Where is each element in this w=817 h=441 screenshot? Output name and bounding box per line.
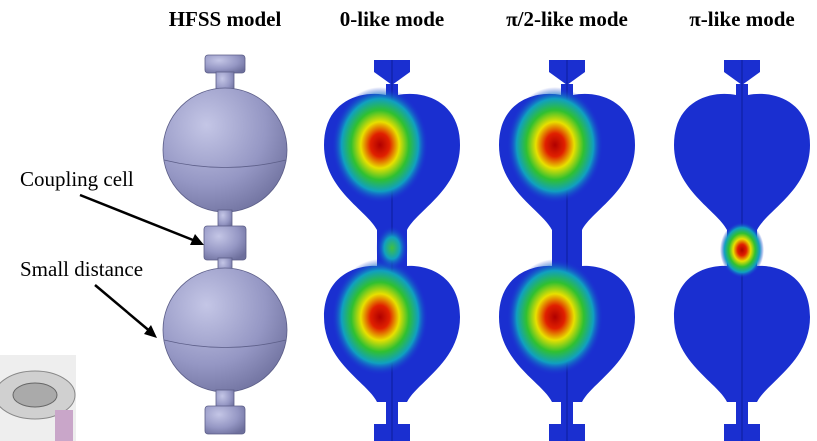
annotation: Coupling cell bbox=[20, 167, 134, 191]
flange-image bbox=[0, 355, 76, 441]
column-header: 0-like mode bbox=[340, 7, 444, 31]
figure: HFSS model 0-like mode π/2-like mode π-l… bbox=[0, 0, 817, 441]
column-header: π/2-like mode bbox=[506, 7, 628, 31]
arrow bbox=[80, 195, 198, 242]
mode-pi bbox=[674, 60, 810, 441]
column-header: π-like mode bbox=[689, 7, 794, 31]
hfss-model bbox=[163, 55, 287, 434]
mode-pi-2 bbox=[499, 60, 635, 441]
annotation: Small distance bbox=[20, 257, 143, 281]
mode-0 bbox=[324, 60, 460, 441]
arrow bbox=[95, 285, 152, 333]
column-header: HFSS model bbox=[169, 7, 282, 31]
